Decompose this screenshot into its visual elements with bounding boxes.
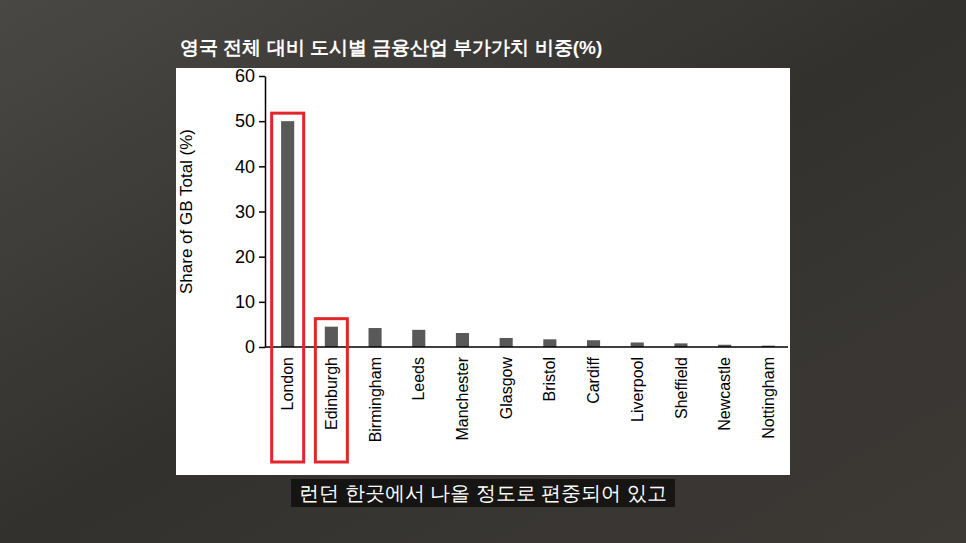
highlight-box: [315, 319, 347, 462]
tick: Manchester: [454, 356, 471, 440]
tick-label: Bristol: [541, 357, 558, 401]
tick: Glasgow: [498, 357, 515, 420]
tick-label: Cardiff: [585, 356, 602, 403]
bar: [369, 328, 382, 347]
highlight-box: [272, 113, 304, 462]
tick-label: Edinburgh: [323, 357, 340, 430]
bar: [412, 330, 425, 347]
tick: Bristol: [541, 357, 558, 401]
tick-label: London: [279, 357, 296, 410]
tick: Cardiff: [585, 356, 602, 403]
chart-panel: [176, 68, 790, 475]
tick: 50: [235, 111, 265, 131]
tick-label: 50: [235, 111, 255, 131]
caption: 런던 한곳에서 나올 정도로 편중되어 있고: [291, 479, 675, 507]
bar: [587, 340, 600, 347]
tick: 10: [235, 292, 265, 312]
tick-mark: [259, 347, 265, 349]
x-axis: London Edinburgh Birmingham Leeds Manchester…: [265, 347, 788, 442]
tick: 0: [245, 337, 265, 357]
tick-label: 60: [235, 66, 255, 86]
title: 영국 전체 대비 도시별 금융산업 부가가치 비중(%): [180, 37, 602, 58]
tick: Liverpool: [629, 357, 646, 422]
tick: London: [279, 357, 296, 410]
bar: [500, 338, 513, 347]
tick: 30: [235, 202, 265, 222]
tick: Birmingham: [367, 357, 384, 442]
bar: [543, 339, 556, 347]
tick-label: Sheffield: [673, 357, 690, 419]
tick-label: 30: [235, 202, 255, 222]
subtitle: 런던 한곳에서 나올 정도로 편중되어 있고: [299, 482, 667, 504]
tick: Newcastle: [716, 357, 733, 431]
tick: Nottingham: [760, 357, 777, 439]
bar: [281, 121, 294, 347]
tick-label: 40: [235, 157, 255, 177]
tick-label: Birmingham: [367, 357, 384, 442]
bar: [456, 333, 469, 347]
tick: 20: [235, 247, 265, 267]
tick-mark: [259, 302, 265, 304]
tick-label: Nottingham: [760, 357, 777, 439]
canvas: 영국 전체 대비 도시별 금융산업 부가가치 비중(%) 0 10 20 30 40 50 6…: [0, 0, 966, 543]
axis-line: [265, 346, 788, 348]
bars: [281, 121, 775, 347]
tick-label: Newcastle: [716, 357, 733, 431]
tick-label: Glasgow: [498, 357, 515, 420]
tick-label: Manchester: [454, 356, 471, 440]
axis-title: Share of GB Total (%): [177, 129, 196, 294]
tick: Leeds: [410, 357, 427, 401]
tick: 60: [235, 66, 265, 86]
tick-mark: [259, 211, 265, 213]
tick-label: Liverpool: [629, 357, 646, 422]
tick-mark: [259, 256, 265, 258]
background: [0, 0, 966, 543]
tick-mark: [259, 121, 265, 123]
y-axis: 0 10 20 30 40 50 60: [235, 66, 266, 357]
tick-mark: [259, 76, 265, 78]
tick: Edinburgh: [323, 357, 340, 430]
tick: Sheffield: [673, 357, 690, 419]
bar: [325, 327, 338, 347]
tick-label: Leeds: [410, 357, 427, 401]
tick: 40: [235, 157, 265, 177]
tick-mark: [259, 166, 265, 168]
tick-label: 0: [245, 337, 255, 357]
tick-label: 20: [235, 247, 255, 267]
caption-background: [291, 479, 675, 507]
tick-label: 10: [235, 292, 255, 312]
